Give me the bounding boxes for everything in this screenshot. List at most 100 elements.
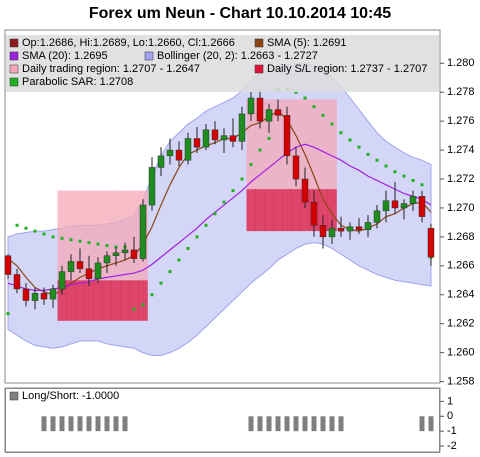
legend-swatch [9,77,19,87]
legend-label: Daily S/L region: 1.2737 - 1.2707 [267,63,427,75]
sma-line [7,143,432,292]
candle-body [130,249,138,259]
sar-dot [258,148,262,152]
candle-body [265,109,273,122]
candle-body [346,226,354,232]
sar-dot [141,303,145,307]
sar-dot [312,105,316,109]
candle-body [58,271,66,290]
sar-dot [33,229,37,233]
y-tick-label: -1 [447,425,457,437]
y-tick-label: 1.272 [447,173,475,185]
candle-body [400,203,408,209]
bar [419,416,425,432]
region-segment [102,190,112,281]
candle-body [247,97,255,115]
candle-body [382,200,390,212]
region-segment [246,99,256,190]
sar-dot [204,223,208,227]
legend-label: Op:1.2686, Hi:1.2689, Lo:1.2660, Cl:1.26… [22,37,235,49]
region-segment [264,99,274,190]
candle-body [364,222,372,230]
candle-body [337,227,345,232]
sar-dot [51,235,55,239]
bar [311,416,317,432]
sar-dot [6,312,10,316]
region-segment [318,99,328,190]
bar [302,416,308,432]
main-layer: 1.258 1.260 1.262 1.264 1.266 1.268 1.270 1.272… [4,35,475,452]
y-tick-label: 1.276 [447,115,475,127]
sar-dot [240,177,244,181]
candle-body [328,227,336,238]
sar-dot [348,138,352,142]
candle-body [22,288,30,301]
region-segment [138,280,148,321]
candle-body [13,274,21,290]
bar [293,416,299,432]
region-segment [264,189,274,232]
sar-dot [69,238,73,242]
candle-body [229,135,237,142]
sar-dot [150,293,154,297]
candle-body [283,115,291,157]
candle-body [310,201,318,226]
y-tick-label: 1.274 [447,144,475,156]
bar [275,416,281,432]
candle-body [67,261,75,272]
sar-dot [132,307,136,311]
candle-body [103,255,111,264]
region-segment [273,189,283,232]
bar [50,416,56,432]
candle-body [112,252,120,256]
candle-body [76,261,84,269]
region-segment [57,190,67,281]
sar-dot [213,212,217,216]
bar [122,416,128,432]
legend-label: Long/Short: -1.0000 [22,390,119,402]
region-segment [120,280,130,321]
legend-label: Parabolic SAR: 1.2708 [22,76,133,88]
region-segment [84,280,94,321]
legend-swatch [9,391,19,401]
legend-label: Daily trading region: 1.2707 - 1.2647 [22,63,200,75]
sar-dot [366,152,370,156]
sar-dot [87,241,91,245]
candle-body [121,249,129,254]
sar-dot [384,164,388,168]
candle-body [31,293,39,301]
candle-body [202,129,210,148]
sar-dot [159,281,163,285]
sar-dot [321,113,325,117]
region-segment [291,99,301,190]
region-segment [75,190,85,281]
candle-body [4,255,12,275]
region-segment [309,99,319,190]
candle-body [355,226,363,230]
region-segment [246,189,256,232]
sar-dot [78,239,82,243]
sar-dot [357,145,361,149]
legend-label: SMA (5): 1.2691 [267,37,347,49]
bar [329,416,335,432]
legend-swatch [9,38,19,48]
y-tick-label: 1.278 [447,86,475,98]
bar [248,416,254,432]
sar-dot [231,189,235,193]
sar-dot [294,90,298,94]
region-segment [282,189,292,232]
y-tick-label: 1.260 [447,347,475,359]
bar [59,416,65,432]
candle-body [157,155,165,168]
candle-body [418,196,426,217]
sar-dot [402,174,406,178]
bar [68,416,74,432]
y-tick-label: 1.280 [447,57,475,69]
chart-title: Forex um Neun - Chart 10.10.2014 10:45 [89,5,391,22]
candle-body [427,227,435,258]
bar [104,416,110,432]
sar-dot [15,223,19,227]
y-tick-label: 1.262 [447,318,475,330]
bar [86,416,92,432]
